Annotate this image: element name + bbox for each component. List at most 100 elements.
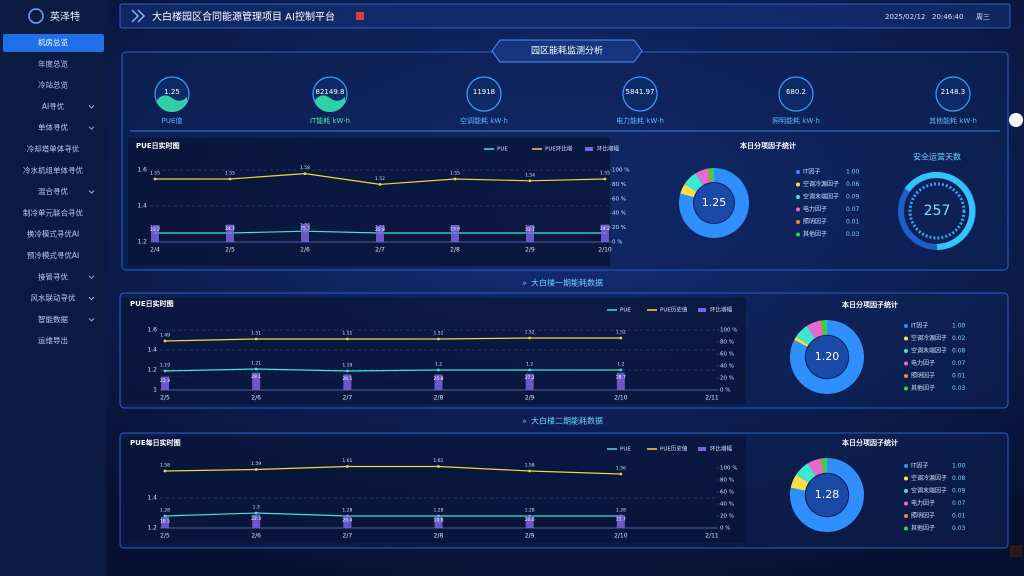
menu-item[interactable]: 制冷单元联合寻优 <box>23 207 83 217</box>
legend-label: 空调冷源因子 <box>911 474 947 482</box>
pie-slice <box>821 320 827 336</box>
menu-item[interactable]: 冷水机组单体寻优 <box>23 165 83 175</box>
legend-dot <box>904 489 908 493</box>
y2-tick-label: 80 % <box>720 478 734 484</box>
kpi-value: 5841.97 <box>626 88 655 96</box>
legend-dot <box>796 170 800 174</box>
float-button[interactable] <box>1009 113 1023 127</box>
header-chevron <box>131 9 146 23</box>
corner-icon[interactable] <box>1010 545 1022 557</box>
bar <box>252 514 261 528</box>
gauge-arc <box>904 172 976 250</box>
bar <box>601 224 609 242</box>
data-label: 1.51 <box>433 331 443 337</box>
point <box>528 368 532 372</box>
menu-item[interactable]: 单体寻优 <box>38 122 68 132</box>
legend-value: 0.01 <box>952 513 966 520</box>
time: 20:46:40 <box>932 13 963 21</box>
pie-slice <box>695 168 710 186</box>
menu-item[interactable]: 换冷模式寻优AI <box>27 229 79 239</box>
bar <box>301 223 309 242</box>
data-label: 1.28 <box>616 508 626 514</box>
legend-dot <box>904 386 908 391</box>
menu-arrow <box>88 126 95 130</box>
point <box>528 179 532 183</box>
point <box>345 465 349 468</box>
data-label: 1.58 <box>160 463 170 469</box>
y-tick-label: 1.2 <box>137 239 147 246</box>
bar-label: 29.1 <box>251 374 261 380</box>
y2-tick-label: 60 % <box>612 196 626 202</box>
line <box>164 337 621 342</box>
menu-item[interactable]: 智能数据 <box>38 314 68 324</box>
legend-label: 环比增幅 <box>597 145 620 153</box>
menu-item[interactable]: 混合寻优 <box>38 186 68 196</box>
legend-value: 0.09 <box>952 488 966 495</box>
menu-item[interactable]: 预冷模式寻优AI <box>27 250 79 260</box>
legend-label: 环比增幅 <box>710 306 733 314</box>
pie-center <box>694 183 734 223</box>
legend-swatch <box>698 447 706 451</box>
y-tick-label: 1.4 <box>147 347 157 354</box>
kpi-ring <box>778 76 814 112</box>
point <box>528 469 532 473</box>
chart-bg <box>122 298 746 404</box>
chart-title: 本日分项因子统计 <box>739 141 796 150</box>
bar <box>226 224 234 242</box>
bar <box>616 372 625 390</box>
y2-tick-label: 60 % <box>720 352 734 358</box>
data-label: 1.51 <box>251 331 261 337</box>
kpi-ring <box>466 76 502 112</box>
point <box>254 468 258 471</box>
legend-label: IT因子 <box>911 463 928 470</box>
legend-value: 0.03 <box>952 525 966 532</box>
menu-item[interactable]: 冷却塔单体寻优 <box>27 144 80 154</box>
chart-title: PUE日实时图 <box>130 299 174 308</box>
menu-item[interactable]: 运维导出 <box>38 335 68 345</box>
bar-label: 24.2 <box>600 226 610 232</box>
menu-active <box>3 34 104 52</box>
bar <box>434 374 443 390</box>
point <box>437 368 440 372</box>
chart-title: PUE每日实时图 <box>130 438 181 447</box>
header-title: 大白楼园区合同能源管理项目 AI控制平台 <box>152 10 335 23</box>
x-tick-label: 2/6 <box>251 533 261 540</box>
legend-value: 1.00 <box>952 323 966 330</box>
data-label: 1.21 <box>251 361 261 367</box>
menu-arrow <box>88 190 95 194</box>
bar <box>252 372 261 390</box>
menu-item[interactable]: 冷站总览 <box>38 80 68 90</box>
legend-dot <box>904 514 908 518</box>
line <box>164 465 621 475</box>
x-tick-label: 2/6 <box>300 247 310 254</box>
menu-item[interactable]: 年度总览 <box>38 58 68 68</box>
legend-value: 0.07 <box>846 206 860 213</box>
y-tick-label: 1.2 <box>147 525 157 532</box>
legend-label: 电力因子 <box>803 205 827 213</box>
kpi-value: 680.2 <box>786 88 806 96</box>
legend-dot <box>904 336 908 341</box>
legend-label: 照明因子 <box>911 373 935 380</box>
pie-slice <box>790 320 864 395</box>
menu-item[interactable]: 接管寻优 <box>38 271 68 281</box>
chart-title: 本日分项因子统计 <box>841 438 898 447</box>
legend-label: 其他因子 <box>803 230 827 238</box>
legend-label: PUE <box>620 308 631 314</box>
line <box>164 368 621 372</box>
date: 2025/02/12 <box>885 13 925 21</box>
legend-dot <box>904 324 908 328</box>
pie-slice <box>790 474 809 491</box>
data-label: 1.51 <box>342 331 352 337</box>
menu-item[interactable]: AI寻优 <box>42 101 65 111</box>
menu-item[interactable]: 机房总览 <box>38 37 68 47</box>
data-label: 1.28 <box>342 508 352 514</box>
point <box>345 337 349 341</box>
legend-value: 0.06 <box>846 181 860 188</box>
line <box>164 512 621 517</box>
legend-value: 0.01 <box>952 373 966 380</box>
bar-label: 22.3 <box>160 378 170 384</box>
legend-dot <box>796 220 800 224</box>
kpi-label: 电力能耗 kW·h <box>616 116 664 125</box>
menu-item[interactable]: 风水联动寻优 <box>31 293 76 303</box>
legend-value: 0.01 <box>846 219 860 226</box>
